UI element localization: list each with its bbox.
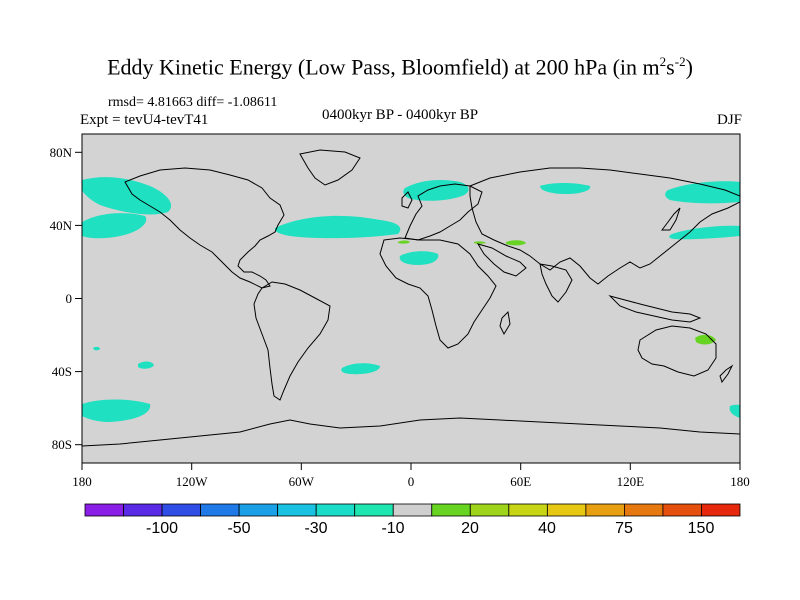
lon-label: 120E xyxy=(617,474,645,489)
colorbar-swatch xyxy=(84,503,124,517)
coast-antarctica xyxy=(82,417,740,447)
colorbar-swatch xyxy=(277,503,317,517)
coast-arabia xyxy=(476,243,527,277)
colorbar-swatch xyxy=(469,503,510,517)
colorbar-label: 150 xyxy=(688,520,715,537)
anomaly-north-atlantic xyxy=(274,215,401,239)
coast-uk xyxy=(401,191,413,209)
anomaly-south-atlantic xyxy=(341,363,380,375)
anomaly-north-pacific-asia xyxy=(665,181,740,204)
positive-anomaly-regions xyxy=(398,240,716,345)
coast-europe xyxy=(404,183,483,241)
colorbar-label: 75 xyxy=(615,520,633,537)
season-label: DJF xyxy=(716,112,742,128)
lon-label: 60E xyxy=(510,474,531,489)
lon-label: 120W xyxy=(176,474,209,489)
anomaly-australia-east xyxy=(695,334,716,345)
coast-japan xyxy=(661,207,681,231)
map-background xyxy=(82,134,740,463)
lon-label: 180 xyxy=(730,474,750,489)
lon-label: 60W xyxy=(289,474,315,489)
stats-text: rmsd= 4.81663 diff= -1.08611 xyxy=(108,95,278,110)
colorbar-label: 20 xyxy=(461,520,479,537)
coast-greenland xyxy=(299,149,361,186)
colorbar-swatch xyxy=(238,503,279,517)
colorbar-swatch xyxy=(624,503,664,517)
anomaly-south-pacific-small xyxy=(138,361,154,369)
anomaly-mediterranean xyxy=(398,240,410,244)
colorbar-swatch xyxy=(508,503,548,517)
colorbar-label: -10 xyxy=(381,520,404,537)
coast-asia xyxy=(469,167,740,285)
coast-new-zealand xyxy=(719,364,734,384)
coast-australia xyxy=(637,325,717,377)
anomaly-west-pacific xyxy=(669,225,740,240)
longitude-labels: 180 120W 60W 0 60E 120E 180 xyxy=(72,474,750,489)
colorbar-swatch xyxy=(315,503,356,517)
latitude-labels: 80N 40N 0 40S 80S xyxy=(50,145,73,452)
colorbar xyxy=(84,503,741,517)
lat-label: 40S xyxy=(52,364,72,379)
colorbar-swatch xyxy=(354,503,394,517)
anomaly-southern-ocean-east xyxy=(729,404,740,418)
colorbar-label: -100 xyxy=(146,520,178,537)
colorbar-swatch xyxy=(123,503,163,517)
coastlines xyxy=(82,149,740,447)
coast-india xyxy=(539,263,573,303)
anomaly-middle-east xyxy=(474,241,486,244)
colorbar-swatch xyxy=(431,503,471,517)
coast-southeast-asia-islands xyxy=(608,295,702,323)
colorbar-swatch xyxy=(546,503,587,517)
coast-south-america xyxy=(253,281,331,401)
axis-ticks xyxy=(75,151,741,470)
colorbar-label: -50 xyxy=(227,520,250,537)
plot-title: Eddy Kinetic Energy (Low Pass, Bloomfiel… xyxy=(107,54,693,80)
colorbar-swatch xyxy=(701,503,741,517)
lon-label: 0 xyxy=(408,474,415,489)
anomaly-southern-ocean-west xyxy=(82,399,151,422)
colorbar-labels: -100 -50 -30 -10 20 40 75 150 xyxy=(146,520,714,537)
coast-madagascar xyxy=(499,310,511,336)
anomaly-caspian xyxy=(506,240,526,246)
colorbar-swatch xyxy=(200,503,240,517)
anomaly-siberia xyxy=(540,183,591,194)
lat-label: 80S xyxy=(52,437,72,452)
colorbar-label: -30 xyxy=(304,520,327,537)
experiment-label: Expt = tevU4-tevT41 xyxy=(80,112,209,128)
colorbar-label: 40 xyxy=(538,520,556,537)
coast-north-america xyxy=(124,167,285,289)
colorbar-swatch xyxy=(161,503,201,517)
lat-label: 80N xyxy=(50,145,73,160)
lat-label: 0 xyxy=(66,291,73,306)
lon-label: 180 xyxy=(72,474,92,489)
period-label: 0400kyr BP - 0400kyr BP xyxy=(321,107,479,123)
anomaly-north-pacific-east xyxy=(82,213,147,239)
coast-africa xyxy=(379,237,497,349)
colorbar-swatch xyxy=(662,503,702,517)
anomaly-sahara xyxy=(399,251,439,265)
lat-label: 40N xyxy=(50,218,73,233)
colorbar-swatch xyxy=(585,503,625,517)
colorbar-swatch xyxy=(392,503,433,517)
anomaly-small-1 xyxy=(93,346,100,351)
